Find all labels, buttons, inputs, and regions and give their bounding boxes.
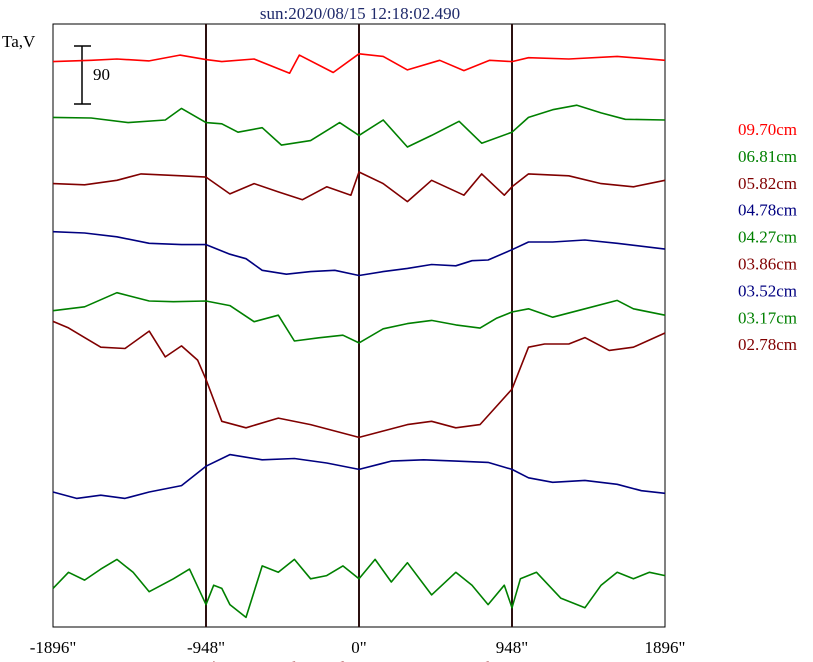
series-lines (52, 52, 666, 662)
x-tick-label: 0" (351, 638, 366, 657)
legend-entry-06.81cm: 06.81cm (738, 147, 797, 166)
series-line-04.78cm (52, 230, 666, 277)
legend-entry-03.52cm: 03.52cm (738, 281, 797, 300)
series-line-04.27cm (52, 291, 666, 344)
series-line-03.17cm (52, 558, 666, 619)
series-line-06.81cm (52, 104, 666, 148)
chart-title: sun:2020/08/15 12:18:02.490 (260, 4, 460, 23)
legend-entry-09.70cm: 09.70cm (738, 120, 797, 139)
x-tick-label: 1896" (645, 638, 686, 657)
legend-entry-03.86cm: 03.86cm (738, 255, 797, 274)
legend-entry-04.78cm: 04.78cm (738, 201, 797, 220)
legend-entry-05.82cm: 05.82cm (738, 174, 797, 193)
legend-entry-03.17cm: 03.17cm (738, 308, 797, 327)
y-axis-label: Ta,V (2, 32, 36, 51)
series-line-03.86cm (52, 320, 666, 439)
x-tick-labels: -1896" -948" 0" 948" 1896" (30, 638, 686, 657)
x-tick-label: -948" (187, 638, 225, 657)
legend-entry-04.27cm: 04.27cm (738, 228, 797, 247)
vertical-markers (205, 24, 513, 627)
legend: 09.70cm 06.81cm 05.82cm 04.78cm 04.27cm 03.86… (738, 120, 797, 354)
series-line-09.70cm (52, 52, 666, 74)
scale-bar-label: 90 (93, 65, 110, 84)
scale-bar: 90 (74, 45, 110, 105)
series-line-03.52cm (52, 453, 666, 500)
x-tick-label: -1896" (30, 638, 77, 657)
x-tick-label: 948" (496, 638, 528, 657)
series-line-05.82cm (52, 171, 666, 203)
legend-entry-02.78cm: 02.78cm (738, 335, 797, 354)
